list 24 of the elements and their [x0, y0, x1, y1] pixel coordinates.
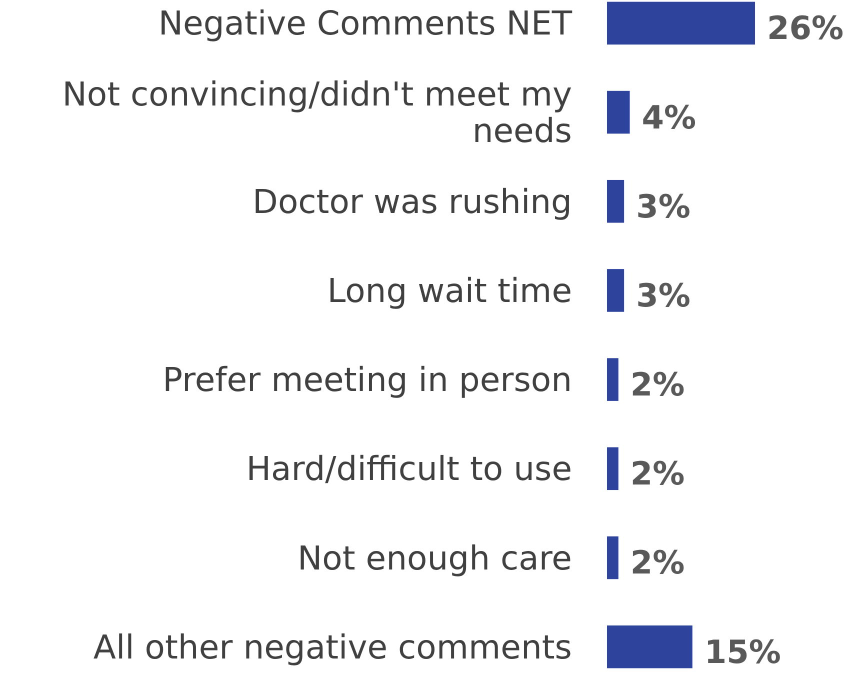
bar — [607, 447, 618, 490]
data-label: 2% — [630, 544, 685, 582]
data-label: 2% — [630, 454, 685, 493]
data-label: 3% — [636, 276, 690, 314]
data-label: 15% — [704, 632, 781, 671]
data-label: 26% — [767, 9, 844, 48]
bar — [607, 269, 624, 312]
y-tick-label: Hard/difficult to use — [246, 449, 572, 488]
data-label: 2% — [630, 366, 685, 404]
y-tick-label: Not convincing/didn't meet my needs — [62, 74, 572, 150]
data-label: 3% — [636, 187, 690, 226]
y-tick-label: Negative Comments NET — [158, 4, 573, 43]
bar — [607, 358, 618, 401]
bar — [607, 2, 755, 45]
data-label: 4% — [642, 98, 696, 136]
y-tick-label: All other negative comments — [93, 627, 572, 666]
y-tick-label: Doctor was rushing — [252, 182, 572, 221]
y-tick-label: Long wait time — [327, 271, 572, 310]
bar — [607, 536, 618, 580]
y-tick-label: Prefer meeting in person — [162, 360, 572, 400]
y-tick-label: Not enough care — [298, 538, 572, 578]
bar — [607, 625, 692, 668]
bar — [607, 90, 630, 134]
bar — [607, 180, 624, 223]
